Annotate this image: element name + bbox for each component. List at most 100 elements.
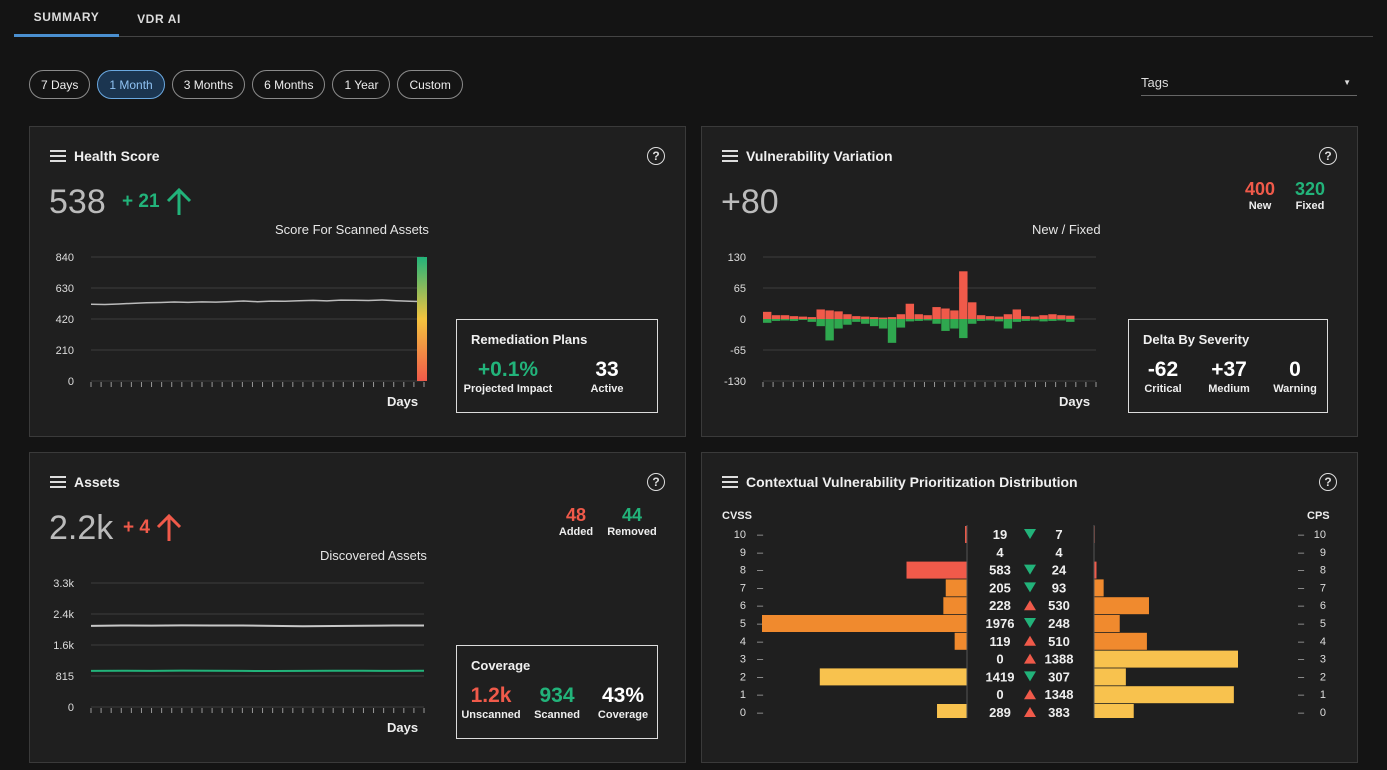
cps-value-label: 307 [1048, 669, 1070, 684]
cps-value-label: 4 [1055, 545, 1063, 560]
cps-tick-label: 3 [1320, 654, 1326, 666]
remediation-title: Remediation Plans [471, 332, 588, 347]
warning-label: Warning [1273, 383, 1317, 395]
variation-bar-fixed [878, 319, 888, 329]
critical-label: Critical [1144, 383, 1182, 395]
cps-tick-label: 2 [1320, 671, 1326, 683]
variation-bar-new [816, 309, 825, 319]
cvpd-panel: Contextual Vulnerability Prioritization … [701, 452, 1358, 763]
warning-value: 0 [1289, 358, 1301, 381]
tick-dash: – [1298, 689, 1305, 701]
cps-tick-label: 0 [1320, 707, 1326, 718]
scanned-label: Scanned [534, 709, 580, 721]
panel-title: Contextual Vulnerability Prioritization … [722, 474, 1078, 490]
help-icon[interactable]: ? [647, 473, 665, 491]
variation-bar-fixed [1039, 319, 1048, 322]
filter-7-days[interactable]: 7 Days [29, 70, 91, 99]
filter-3-months[interactable]: 3 Months [171, 70, 246, 99]
variation-bar-fixed [789, 319, 799, 321]
health-score-panel: Health Score ? 538 + 21 Score For Scanne… [29, 126, 686, 437]
cvss-bar [762, 615, 967, 632]
cps-axis-label: CPS [1307, 510, 1330, 522]
variation-bar-fixed [905, 319, 915, 322]
cps-bar [1094, 579, 1104, 597]
tick-dash: – [757, 529, 764, 541]
filter-custom[interactable]: Custom [397, 70, 463, 99]
cps-tick-label: 1 [1320, 689, 1326, 701]
help-icon[interactable]: ? [1319, 147, 1337, 165]
tick-dash: – [1298, 529, 1305, 541]
cps-bar [1094, 704, 1134, 718]
cps-value-label: 93 [1052, 580, 1066, 595]
tick-dash: – [1298, 636, 1305, 648]
coverage-box[interactable]: Coverage 1.2k Unscanned 934 Scanned 43% … [456, 645, 658, 739]
assets-panel: Assets ? 2.2k + 4 48 Added 44 Removed Di… [29, 452, 686, 763]
cvss-tick-label: 6 [740, 600, 746, 612]
active-plans-stat: 33 Active [577, 358, 637, 395]
trend-up-icon [1024, 689, 1036, 700]
variation-bar-fixed [1048, 319, 1057, 321]
cvss-value-label: 119 [990, 634, 1011, 649]
tick-dash: – [757, 707, 764, 718]
filter-1-year[interactable]: 1 Year [332, 70, 391, 99]
tab-summary[interactable]: SUMMARY [14, 0, 119, 37]
tags-label: Tags [1141, 75, 1169, 90]
y-tick-label: 210 [56, 345, 74, 357]
coverage-value: 43% [601, 684, 645, 707]
menu-icon[interactable] [50, 150, 66, 162]
cvss-bar [945, 579, 967, 597]
menu-icon[interactable] [722, 476, 738, 488]
cvss-tick-label: 3 [740, 654, 746, 666]
variation-bar-new [843, 314, 852, 319]
variation-bar-fixed [1030, 319, 1039, 321]
tick-dash: – [1298, 547, 1305, 559]
variation-bar-new [825, 310, 834, 319]
cps-bar [1094, 615, 1120, 632]
time-filter-group: 7 Days 1 Month 3 Months 6 Months 1 Year … [29, 70, 463, 99]
cps-value-label: 24 [1052, 563, 1067, 578]
arrow-up-icon [156, 513, 182, 541]
trend-up-icon [1024, 707, 1036, 717]
tick-dash: – [757, 565, 764, 577]
filter-1-month[interactable]: 1 Month [97, 70, 165, 99]
tick-dash: – [757, 600, 764, 612]
help-icon[interactable]: ? [647, 147, 665, 165]
unscanned-stat: 1.2k Unscanned [459, 684, 523, 721]
menu-icon[interactable] [50, 476, 66, 488]
projected-impact-stat: +0.1% Projected Impact [461, 358, 555, 395]
removed-label: Removed [607, 526, 657, 538]
cvss-bar [954, 632, 967, 650]
y-tick-label: -65 [730, 345, 746, 357]
variation-bar-new [887, 317, 897, 319]
panel-title: Health Score [50, 148, 160, 164]
cvss-value-label: 1419 [986, 669, 1015, 684]
cvss-bar [819, 668, 967, 686]
trend-down-icon [1024, 529, 1036, 539]
menu-icon[interactable] [722, 150, 738, 162]
help-icon[interactable]: ? [1319, 473, 1337, 491]
variation-bar-fixed [771, 319, 781, 321]
remediation-plans-box[interactable]: Remediation Plans +0.1% Projected Impact… [456, 319, 658, 413]
assets-chart: 3.3k 2.4k 1.6k 815 0 Days [53, 578, 425, 735]
critical-value: -62 [1147, 358, 1179, 381]
tick-dash: – [757, 582, 764, 594]
variation-chart: 130 65 0 -65 -130 Days [724, 252, 1097, 409]
variation-bar-fixed [861, 319, 870, 324]
assets-value: 2.2k [49, 509, 114, 547]
active-plans-label: Active [590, 383, 624, 395]
y-tick-label: 3.3k [53, 578, 74, 590]
y-tick-label: -130 [724, 376, 746, 388]
coverage-title: Coverage [471, 658, 531, 673]
tab-vdr-ai[interactable]: VDR AI [137, 11, 181, 26]
fixed-value: 320 [1294, 179, 1326, 199]
variation-bar-fixed [780, 319, 790, 321]
variation-bar-new [1057, 315, 1066, 319]
cps-tick-label: 6 [1320, 600, 1326, 612]
fixed-stat: 320 Fixed [1288, 179, 1332, 212]
assets-title: Assets [74, 474, 120, 490]
tags-select[interactable]: Tags ▼ [1141, 70, 1357, 96]
tick-dash: – [1298, 565, 1305, 577]
delta-by-severity-box[interactable]: Delta By Severity -62 Critical +37 Mediu… [1128, 319, 1328, 413]
filter-6-months[interactable]: 6 Months [252, 70, 326, 99]
